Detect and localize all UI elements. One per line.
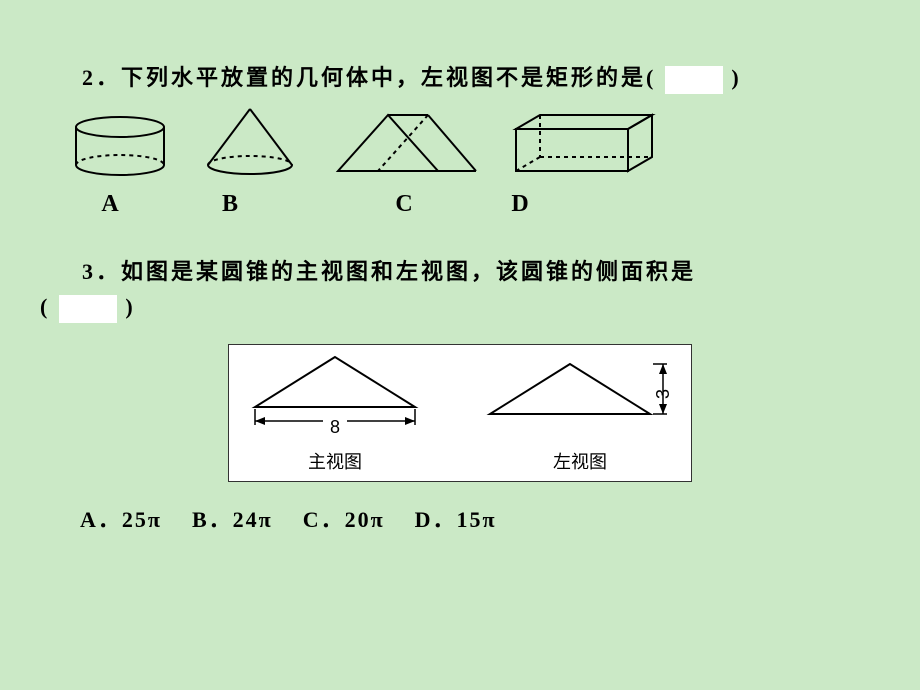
fig-left: 3 左视图	[485, 358, 675, 477]
q2-before: 2．下列水平放置的几何体中，左视图不是矩形的是(	[82, 65, 656, 90]
q3-figure-box: 8 主视图 3 左视图	[228, 344, 692, 482]
opt-b: B．24π	[192, 507, 273, 532]
shape-cylinder	[70, 115, 170, 177]
label-b: B	[200, 185, 260, 223]
q3-options: A．25π B．24π C．20π D．15π	[80, 502, 880, 537]
svg-text:3: 3	[653, 389, 673, 399]
label-a: A	[80, 185, 140, 223]
q3-line1: 3．如图是某圆锥的主视图和左视图，该圆锥的侧面积是	[82, 259, 696, 284]
q2-after: )	[731, 65, 741, 90]
q3-paren-close: )	[125, 294, 135, 319]
opt-a: A．25π	[80, 507, 162, 532]
shape-cone	[200, 105, 300, 177]
opt-d: D．15π	[415, 507, 497, 532]
label-d: D	[490, 185, 550, 223]
shape-tri-prism	[330, 105, 480, 177]
dim-8: 8	[330, 413, 340, 442]
q3-paren: ( )	[40, 289, 880, 324]
cap-main: 主视图	[308, 448, 362, 477]
opt-c: C．20π	[303, 507, 385, 532]
q3-figure-row: 8 主视图 3 左视图	[40, 344, 880, 482]
q3-answer-box[interactable]	[59, 295, 117, 323]
fig-main: 8 主视图	[245, 351, 425, 477]
shape-cuboid	[510, 111, 660, 177]
cap-left: 左视图	[553, 448, 607, 477]
q2-shapes-row	[70, 105, 880, 177]
q2-labels: A B C D	[70, 185, 880, 223]
q3-paren-open: (	[40, 294, 50, 319]
q3-text: 3．如图是某圆锥的主视图和左视图，该圆锥的侧面积是	[40, 254, 880, 289]
q2-text: 2．下列水平放置的几何体中，左视图不是矩形的是( )	[40, 60, 880, 95]
label-c: C	[374, 185, 434, 223]
q2-answer-box[interactable]	[665, 66, 723, 94]
